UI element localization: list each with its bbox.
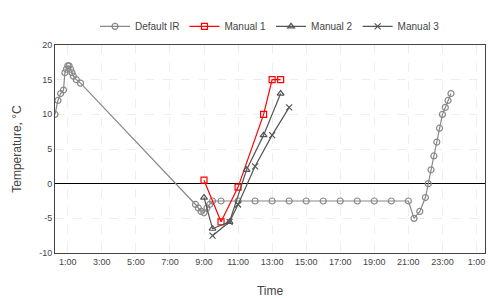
svg-text:Manual 1: Manual 1 <box>224 21 266 32</box>
svg-text:23:00: 23:00 <box>431 257 454 267</box>
svg-text:9:00: 9:00 <box>195 257 213 267</box>
svg-text:Time: Time <box>257 284 284 298</box>
svg-text:13:00: 13:00 <box>261 257 284 267</box>
svg-text:Manual 2: Manual 2 <box>311 21 353 32</box>
svg-text:5:00: 5:00 <box>127 257 145 267</box>
svg-text:7:00: 7:00 <box>161 257 179 267</box>
svg-text:20: 20 <box>42 40 52 50</box>
svg-text:17:00: 17:00 <box>329 257 352 267</box>
svg-text:3:00: 3:00 <box>93 257 111 267</box>
svg-text:Manual 3: Manual 3 <box>398 21 440 32</box>
svg-text:1:00: 1:00 <box>59 257 77 267</box>
svg-text:1:00: 1:00 <box>468 257 486 267</box>
svg-text:0: 0 <box>47 179 52 189</box>
svg-text:-5: -5 <box>44 213 52 223</box>
svg-text:11:00: 11:00 <box>227 257 249 267</box>
svg-text:19:00: 19:00 <box>363 257 386 267</box>
svg-text:15:00: 15:00 <box>295 257 318 267</box>
svg-text:Temperature, °C: Temperature, °C <box>10 105 24 193</box>
svg-text:10: 10 <box>42 109 52 119</box>
svg-text:-10: -10 <box>39 248 52 258</box>
svg-text:15: 15 <box>42 75 52 85</box>
svg-text:21:00: 21:00 <box>397 257 420 267</box>
svg-text:5: 5 <box>47 144 52 154</box>
svg-text:Default IR: Default IR <box>135 21 179 32</box>
